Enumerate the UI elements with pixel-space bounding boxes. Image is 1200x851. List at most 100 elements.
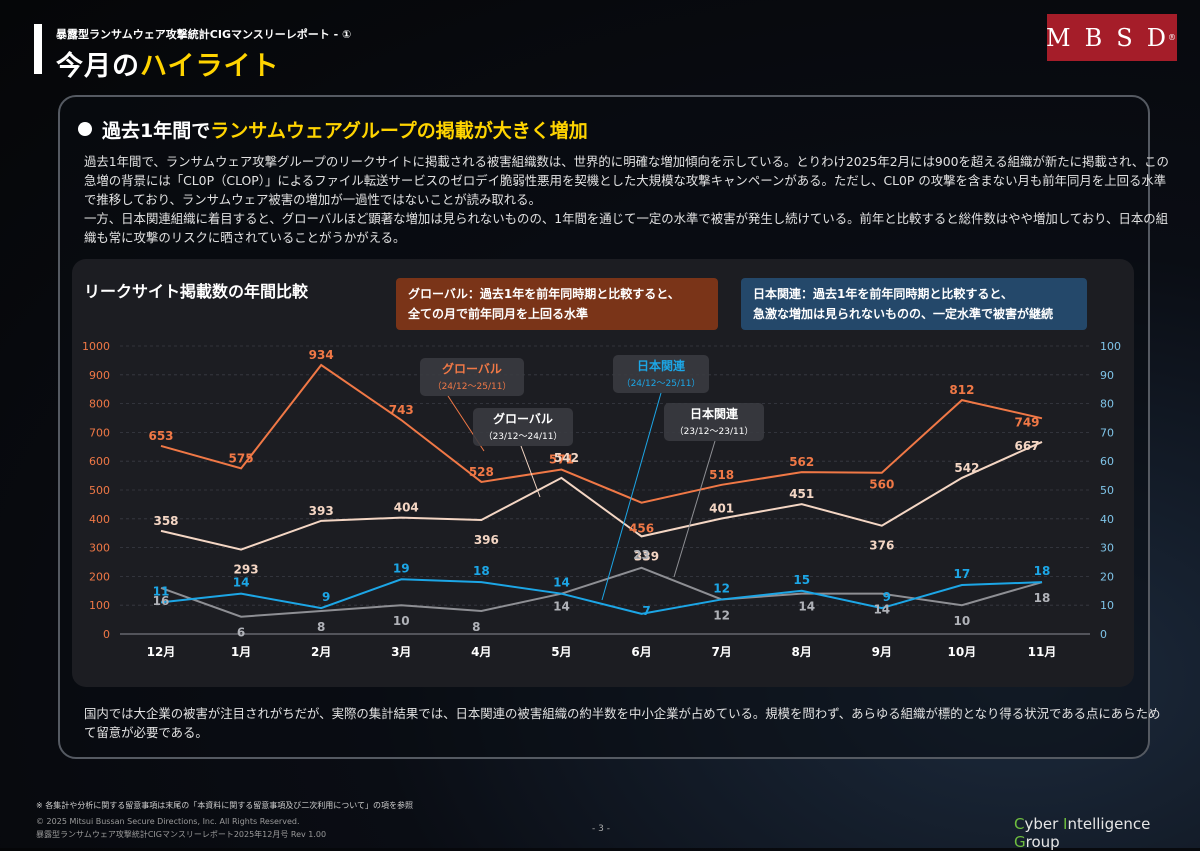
data-label: 10 (393, 614, 410, 628)
x-tick-label: 7月 (711, 645, 731, 659)
data-label: 358 (153, 514, 178, 528)
logo-letter: B (1084, 23, 1105, 52)
paragraph-sme: 国内では大企業の被害が注目されがちだが、実際の集計結果では、日本関連の被害組織の… (84, 706, 1161, 740)
series-line (160, 440, 1043, 551)
data-label: 404 (394, 501, 419, 515)
data-label: 9 (322, 590, 330, 604)
data-label: 11 (153, 584, 170, 598)
series-label-box (664, 403, 764, 441)
logo-registered-mark: ® (1167, 33, 1178, 42)
y-left-tick-label: 200 (89, 570, 110, 583)
data-label: 376 (869, 539, 894, 553)
y-right-tick-label: 100 (1100, 340, 1121, 353)
page-number: - 3 - (592, 824, 610, 834)
series-label-period: （23/12〜24/11） (484, 431, 563, 442)
data-label: 393 (309, 504, 334, 518)
global-callout: グローバル：過去1年を前年同時期と比較すると、 全ての月で前年同月を上回る水準 (396, 278, 718, 330)
data-label: 743 (389, 403, 414, 417)
x-tick-label: 5月 (551, 645, 571, 659)
japan-callout-line2: 急激な増加は見られないものの、一定水準で被害が継続 (753, 307, 1054, 321)
data-label: 8 (472, 620, 480, 634)
data-label: 14 (553, 576, 570, 590)
x-tick-label: 3月 (391, 645, 411, 659)
data-label: 10 (954, 614, 971, 628)
page-title: 今月のハイライト (56, 44, 279, 83)
data-label: 934 (309, 348, 334, 362)
data-label: 18 (473, 564, 490, 578)
y-left-tick-label: 700 (89, 426, 110, 439)
data-label: 339 (634, 549, 659, 563)
data-label: 575 (229, 451, 254, 465)
series-label-period: （23/12〜23/11） (675, 426, 754, 437)
data-label: 542 (954, 461, 979, 475)
data-label: 542 (554, 451, 579, 465)
data-label: 14 (873, 603, 890, 617)
y-right-tick-label: 50 (1100, 484, 1114, 497)
y-right-tick-label: 0 (1100, 628, 1107, 641)
data-label: 401 (709, 502, 734, 516)
series-label-period: （24/12〜25/11） (433, 381, 512, 392)
y-right-tick-label: 90 (1100, 369, 1114, 382)
data-label: 8 (317, 620, 325, 634)
y-left-tick-label: 400 (89, 513, 110, 526)
x-tick-label: 9月 (872, 645, 892, 659)
data-label: 23 (633, 548, 650, 562)
data-label: 15 (793, 573, 810, 587)
data-label: 7 (642, 604, 650, 618)
footnote: ※ 各集計や分析に関する留意事項は末尾の「本資料に関する留意事項及び二次利用につ… (36, 801, 414, 810)
data-label: 667 (1014, 439, 1039, 453)
global-callout-line1: グローバル：過去1年を前年同時期と比較すると、 (408, 287, 680, 301)
report-subtitle: 暴露型ランサムウェア攻撃統計CIGマンスリーレポート - ① (56, 28, 352, 41)
data-label: 16 (153, 594, 170, 608)
data-label: 9 (883, 590, 891, 604)
data-label: 14 (553, 600, 570, 614)
x-tick-label: 12月 (147, 645, 176, 659)
bullet-icon (78, 122, 92, 136)
series-line (160, 566, 1043, 618)
data-label: 749 (1014, 415, 1039, 429)
cig-brand: Cyber Intelligence Group (1014, 815, 1151, 851)
y-left-tick-label: 0 (103, 628, 110, 641)
series-line (160, 363, 1043, 504)
series-label-period: （24/12〜25/11） (622, 378, 701, 389)
y-left-tick-label: 800 (89, 398, 110, 411)
series-label-box (420, 358, 524, 396)
data-label: 518 (709, 468, 734, 482)
series-label-box (473, 408, 573, 446)
series-line (160, 578, 1043, 615)
mbsd-logo: M B S D ® (1046, 14, 1178, 61)
page-title-prefix: 今月の (56, 51, 140, 82)
data-label: 560 (869, 478, 894, 492)
series-label-box (613, 355, 709, 393)
data-label: 451 (789, 487, 814, 501)
x-tick-label: 1月 (231, 645, 251, 659)
global-callout-line2: 全ての月で前年同月を上回る水準 (408, 307, 589, 321)
y-right-tick-label: 80 (1100, 398, 1114, 411)
japan-callout-line1: 日本関連：過去1年を前年同時期と比較すると、 (753, 287, 1013, 301)
series-label-name: 日本関連 (637, 358, 686, 373)
y-left-tick-label: 600 (89, 455, 110, 468)
x-tick-label: 2月 (311, 645, 331, 659)
logo-letter: D (1146, 23, 1168, 52)
y-right-tick-label: 20 (1100, 570, 1114, 583)
leader-line (520, 445, 541, 498)
data-label: 528 (469, 465, 494, 479)
logo-letter: S (1116, 23, 1135, 52)
chart-title: リークサイト掲載数の年間比較 (84, 282, 309, 301)
y-left-tick-label: 100 (89, 599, 110, 612)
data-label: 19 (393, 561, 410, 575)
page-title-highlight: ハイライト (140, 51, 280, 82)
series-label-name: グローバル (442, 361, 502, 376)
y-right-tick-label: 40 (1100, 513, 1114, 526)
data-label: 12 (713, 581, 730, 595)
data-label: 812 (949, 383, 974, 397)
y-left-tick-label: 300 (89, 542, 110, 555)
leader-line (601, 392, 662, 601)
data-label: 562 (789, 455, 814, 469)
section-heading: 過去1年間でランサムウェアグループの掲載が大きく増加 (78, 116, 588, 143)
y-right-tick-label: 60 (1100, 455, 1114, 468)
document-id: 暴露型ランサムウェア攻撃統計CIGマンスリーレポート2025年12月号 Rev … (36, 830, 327, 839)
japan-callout: 日本関連：過去1年を前年同時期と比較すると、 急激な増加は見られないものの、一定… (741, 278, 1087, 330)
y-left-tick-label: 900 (89, 369, 110, 382)
title-accent-bar (34, 24, 42, 74)
